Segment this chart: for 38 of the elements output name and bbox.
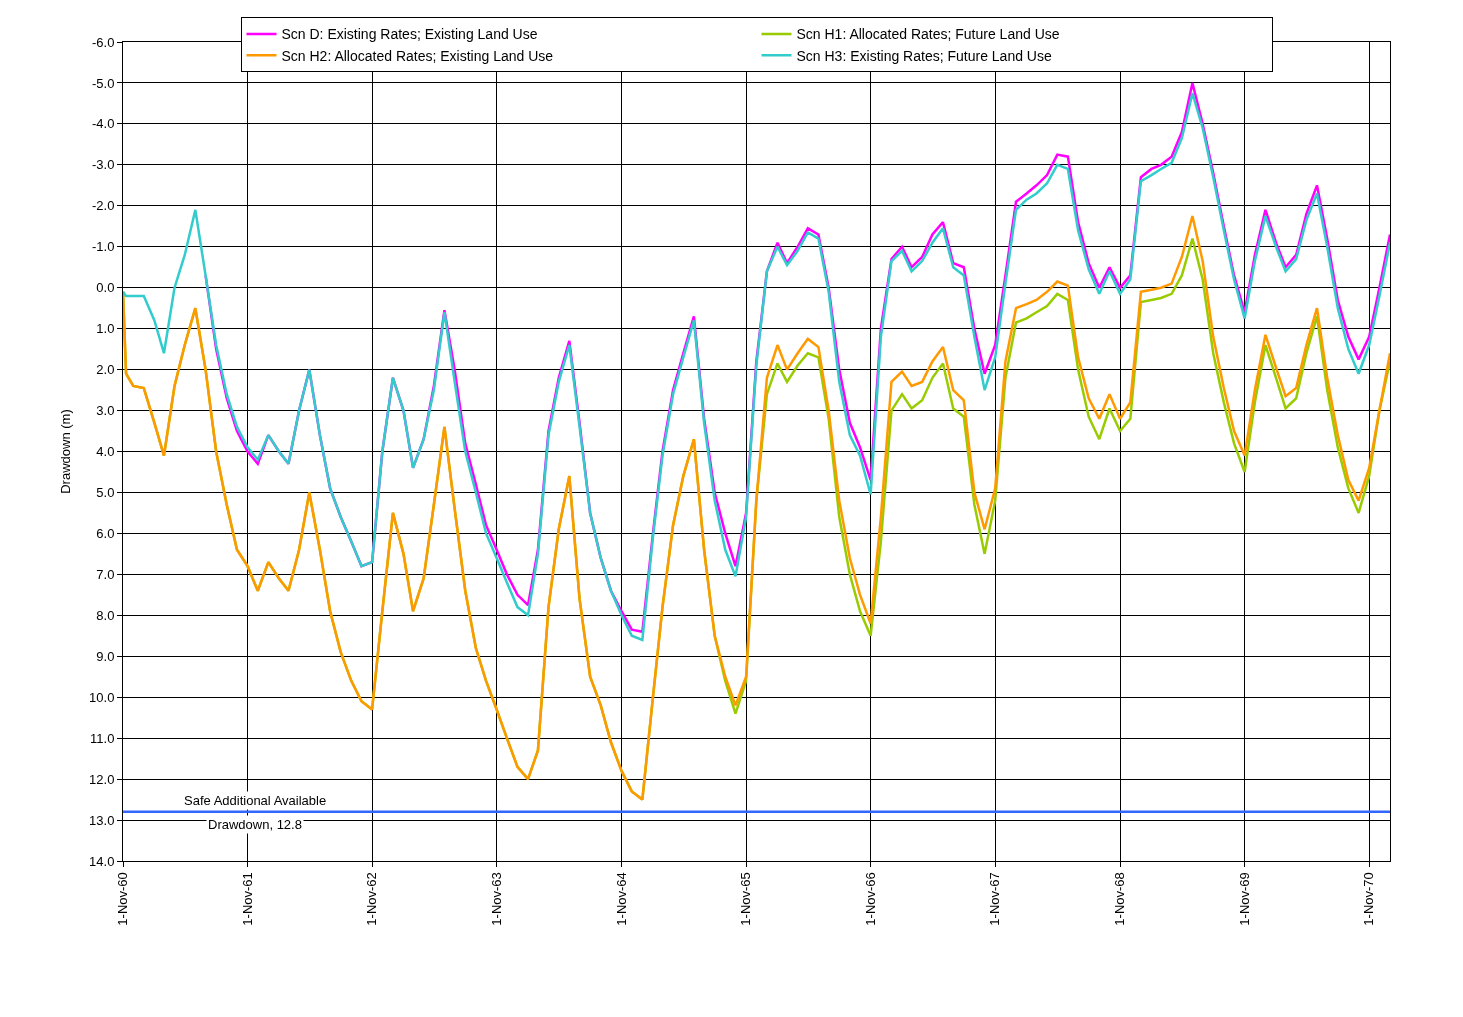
legend-label: Scn H2: Allocated Rates; Existing Land Use <box>281 47 554 64</box>
x-tick-label: 1-Nov-67 <box>987 872 1003 926</box>
y-tick-label: 6.0 <box>96 525 115 541</box>
y-tick-label: 14.0 <box>89 853 115 869</box>
y-tick-label: 5.0 <box>96 485 115 500</box>
legend-label: Scn H1: Allocated Rates; Future Land Use <box>796 26 1060 43</box>
y-tick-label: 7.0 <box>96 566 115 582</box>
x-tick-label: 1-Nov-70 <box>1361 872 1377 926</box>
legend-label: Scn H3: Existing Rates; Future Land Use <box>796 47 1052 64</box>
x-tick-label: 1-Nov-64 <box>613 872 629 926</box>
y-tick-label: -5.0 <box>91 75 115 91</box>
y-tick-label: -6.0 <box>91 34 115 50</box>
y-tick-label: -1.0 <box>91 239 115 255</box>
y-axis-title: Drawdown (m) <box>58 409 74 494</box>
y-tick-label: 10.0 <box>89 689 115 705</box>
x-tick-label: 1-Nov-68 <box>1112 872 1128 926</box>
y-tick-label: 2.0 <box>96 362 115 378</box>
x-tick-label: 1-Nov-62 <box>364 872 380 926</box>
y-tick-label: 1.0 <box>96 321 115 337</box>
legend-label: Scn D: Existing Rates; Existing Land Use <box>281 26 538 43</box>
y-tick-label: 4.0 <box>96 444 115 460</box>
ref-line-label: Safe Additional Available Drawdown, 12.8 <box>184 793 327 832</box>
y-tick-label: -4.0 <box>91 116 115 132</box>
x-tick-label: 1-Nov-61 <box>239 872 255 926</box>
x-tick-label: 1-Nov-66 <box>862 872 878 926</box>
x-tick-label: 1-Nov-65 <box>738 872 754 926</box>
y-tick-label: 13.0 <box>89 812 115 828</box>
y-tick-label: 9.0 <box>96 648 115 664</box>
x-tick-label: 1-Nov-63 <box>488 872 504 926</box>
y-tick-label: 0.0 <box>96 280 115 296</box>
y-tick-label: 3.0 <box>96 403 115 419</box>
x-tick-label: 1-Nov-60 <box>115 872 131 926</box>
y-tick-label: -2.0 <box>91 198 115 214</box>
y-tick-label: -3.0 <box>91 157 115 173</box>
y-tick-label: 11.0 <box>90 730 115 746</box>
y-tick-label: 12.0 <box>89 771 115 787</box>
y-tick-label: 8.0 <box>96 607 115 623</box>
x-tick-label: 1-Nov-69 <box>1236 872 1252 926</box>
